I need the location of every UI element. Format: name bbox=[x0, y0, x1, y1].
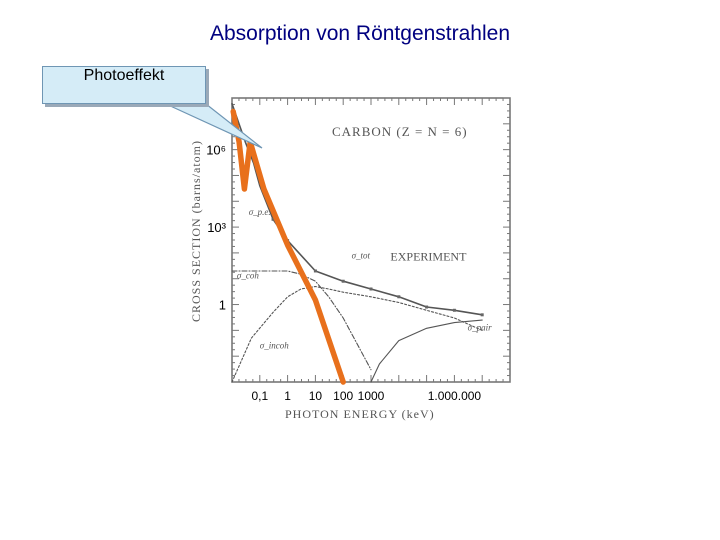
series-coherent bbox=[231, 270, 372, 371]
y-axis-label: CROSS SECTION (barns/atom) bbox=[189, 140, 203, 322]
chart-annotation: σ_p.e. bbox=[249, 207, 271, 217]
chart-annotation: σ_tot bbox=[352, 251, 371, 261]
x-tick-label: 1000 bbox=[358, 389, 385, 403]
x-tick-label: 100 bbox=[333, 389, 353, 403]
experiment-point bbox=[452, 308, 456, 312]
y-tick-label: 10⁶ bbox=[206, 143, 226, 158]
frame-ticks bbox=[231, 97, 511, 383]
experiment-point bbox=[480, 313, 484, 317]
tick-labels: 10⁶ 10³ 1 0,1 1 10 100 1000 1.000.000 bbox=[206, 143, 481, 403]
page-title: Absorption von Röntgenstrahlen bbox=[209, 22, 511, 45]
callout-pointer bbox=[165, 103, 263, 149]
x-tick-label: 10 bbox=[309, 389, 323, 403]
chart-title: CARBON (Z = N = 6) bbox=[332, 124, 468, 139]
x-tick-label: 1 bbox=[284, 389, 291, 403]
x-tick-label: 1.000.000 bbox=[428, 389, 482, 403]
series-incoherent bbox=[231, 285, 483, 383]
photoeffekt-callout: Photoeffekt bbox=[42, 66, 206, 104]
series-photoeffekt-highlight bbox=[230, 108, 346, 385]
scan-figure: CARBON (Z = N = 6) PHOTON ENERGY (keV) C… bbox=[189, 97, 511, 421]
chart-annotation: σ_coh bbox=[237, 271, 259, 281]
y-tick-label: 10³ bbox=[207, 220, 226, 235]
series-pair bbox=[370, 319, 483, 383]
x-tick-label: 0,1 bbox=[251, 389, 268, 403]
chart-annotation: EXPERIMENT bbox=[390, 250, 467, 264]
x-axis-label: PHOTON ENERGY (keV) bbox=[285, 407, 435, 421]
annotation-layer: σ_p.e. EXPERIMENT σ_tot σ_coh σ_incoh σ_pair bbox=[237, 207, 492, 351]
experiment-point bbox=[425, 305, 429, 309]
experiment-point bbox=[369, 287, 373, 291]
experiment-point bbox=[271, 217, 275, 221]
callout-label: Photoeffekt bbox=[83, 67, 165, 84]
experiment-point bbox=[313, 269, 317, 273]
experiment-point bbox=[341, 279, 345, 283]
y-tick-label: 1 bbox=[219, 298, 226, 313]
chart-annotation: σ_pair bbox=[468, 322, 492, 332]
experiment-point bbox=[397, 295, 401, 299]
plot-frame bbox=[231, 97, 511, 383]
chart-annotation: σ_incoh bbox=[260, 340, 289, 350]
photoeffekt-highlight-layer bbox=[230, 108, 346, 385]
